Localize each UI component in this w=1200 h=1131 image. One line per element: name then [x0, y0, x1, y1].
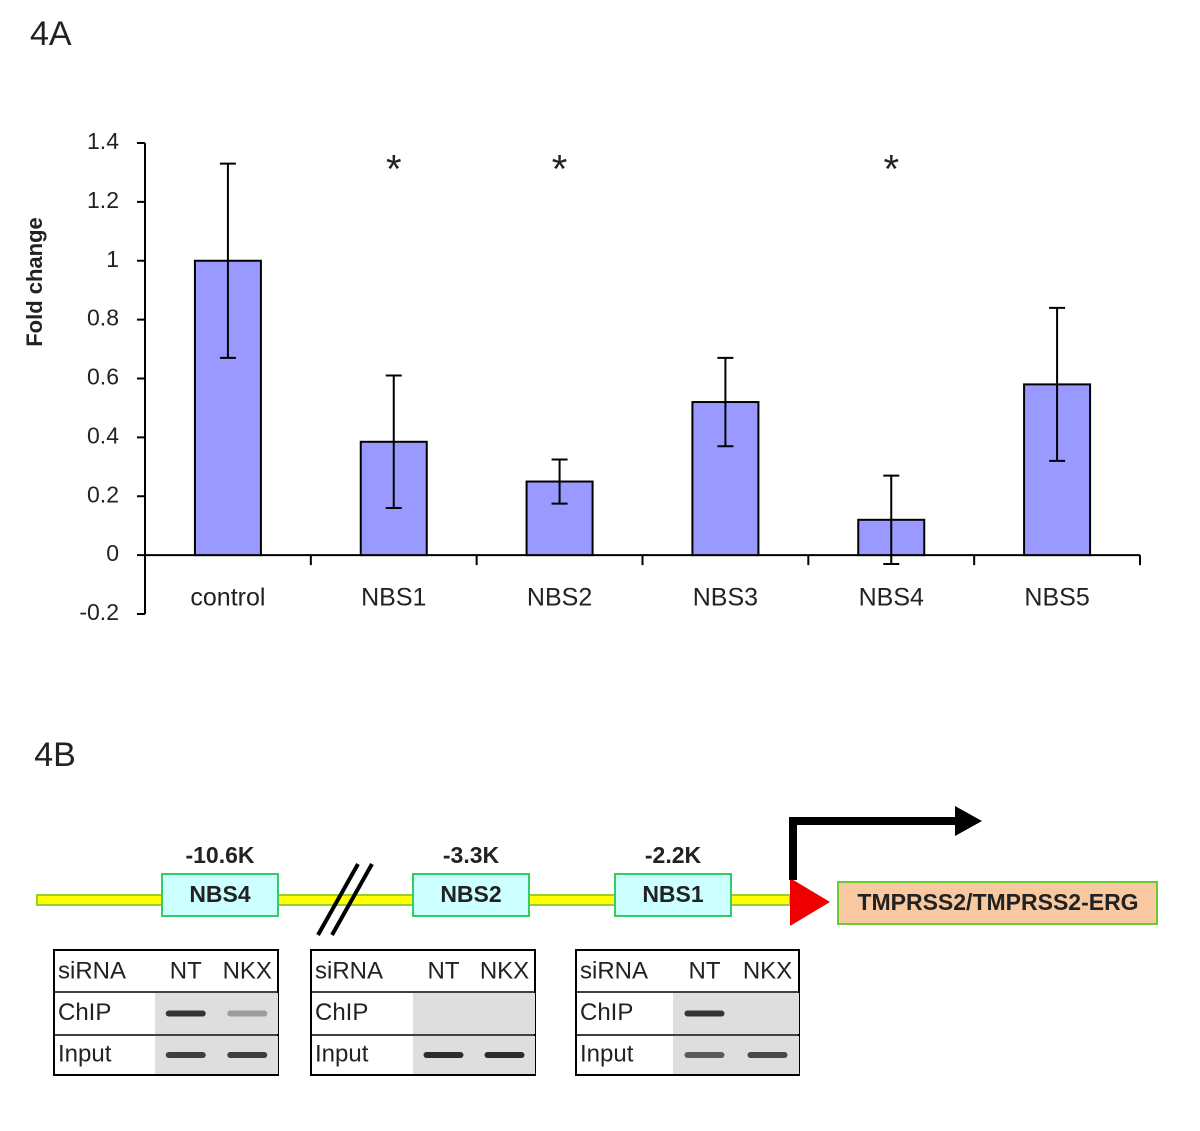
tss-arrowhead — [955, 806, 982, 836]
gel-band — [684, 1052, 725, 1058]
gel-header: NT — [689, 957, 721, 984]
gel-header: siRNA — [580, 957, 648, 984]
break-mark — [316, 863, 360, 936]
x-tick-label: NBS1 — [361, 584, 426, 612]
significance-mark: * — [552, 148, 568, 192]
promoter — [790, 878, 830, 926]
y-tick-label: 1.4 — [87, 128, 119, 154]
gel-band — [747, 1052, 788, 1058]
gel-header: NT — [170, 957, 202, 984]
gene-label: TMPRSS2/TMPRSS2-ERG — [857, 889, 1138, 915]
gene-box — [837, 881, 1158, 925]
gel-row-label: ChIP — [315, 999, 368, 1026]
y-tick-label: 1 — [106, 246, 119, 272]
x-tick-label: NBS4 — [859, 584, 924, 612]
y-tick-label: 1.2 — [87, 187, 119, 213]
y-tick-label: 0.6 — [87, 364, 119, 390]
gel-band — [684, 1010, 725, 1017]
site-position: -10.6K — [185, 842, 254, 868]
site-label: NBS2 — [440, 881, 501, 907]
site-box — [161, 873, 279, 917]
site-box — [614, 873, 732, 917]
gel-band — [165, 1052, 206, 1058]
gel-band — [423, 1052, 464, 1058]
gel-header: NKX — [743, 957, 792, 984]
y-tick-label: 0.8 — [87, 305, 119, 331]
site-position: -3.3K — [443, 842, 500, 868]
panel-label: 4B — [34, 736, 76, 774]
y-tick-label: 0 — [106, 540, 119, 566]
site-label: NBS4 — [189, 881, 251, 907]
x-tick-label: NBS3 — [693, 584, 758, 612]
gel-header: NKX — [223, 957, 272, 984]
site-position: -2.2K — [645, 842, 702, 868]
gel-header: siRNA — [58, 957, 126, 984]
tss-arrow — [789, 817, 960, 880]
gel-row-label: ChIP — [58, 999, 111, 1026]
panel-label: 4A — [30, 15, 72, 53]
break-mark — [330, 863, 374, 936]
gel-row-label: ChIP — [580, 999, 633, 1026]
gel-row-label: Input — [580, 1040, 634, 1067]
y-tick-label: 0.4 — [87, 422, 119, 448]
y-tick-label: 0.2 — [87, 481, 119, 507]
x-tick-label: control — [190, 584, 265, 612]
y-tick-label: -0.2 — [79, 599, 119, 625]
site-label: NBS1 — [642, 881, 704, 907]
gel-header: siRNA — [315, 957, 383, 984]
gel-band — [227, 1010, 268, 1017]
gel-header: NKX — [480, 957, 529, 984]
gel-image — [413, 993, 535, 1034]
site-box — [412, 873, 530, 917]
x-tick-label: NBS2 — [527, 584, 592, 612]
significance-mark: * — [386, 148, 402, 192]
gel-band — [484, 1052, 525, 1058]
significance-mark: * — [883, 148, 899, 192]
gel-header: NT — [428, 957, 460, 984]
gel-band — [165, 1010, 206, 1017]
y-axis-label: Fold change — [22, 217, 47, 347]
gel-row-label: Input — [315, 1040, 369, 1067]
x-tick-label: NBS5 — [1024, 584, 1089, 612]
gel-band — [227, 1052, 268, 1058]
gel-row-label: Input — [58, 1040, 112, 1067]
